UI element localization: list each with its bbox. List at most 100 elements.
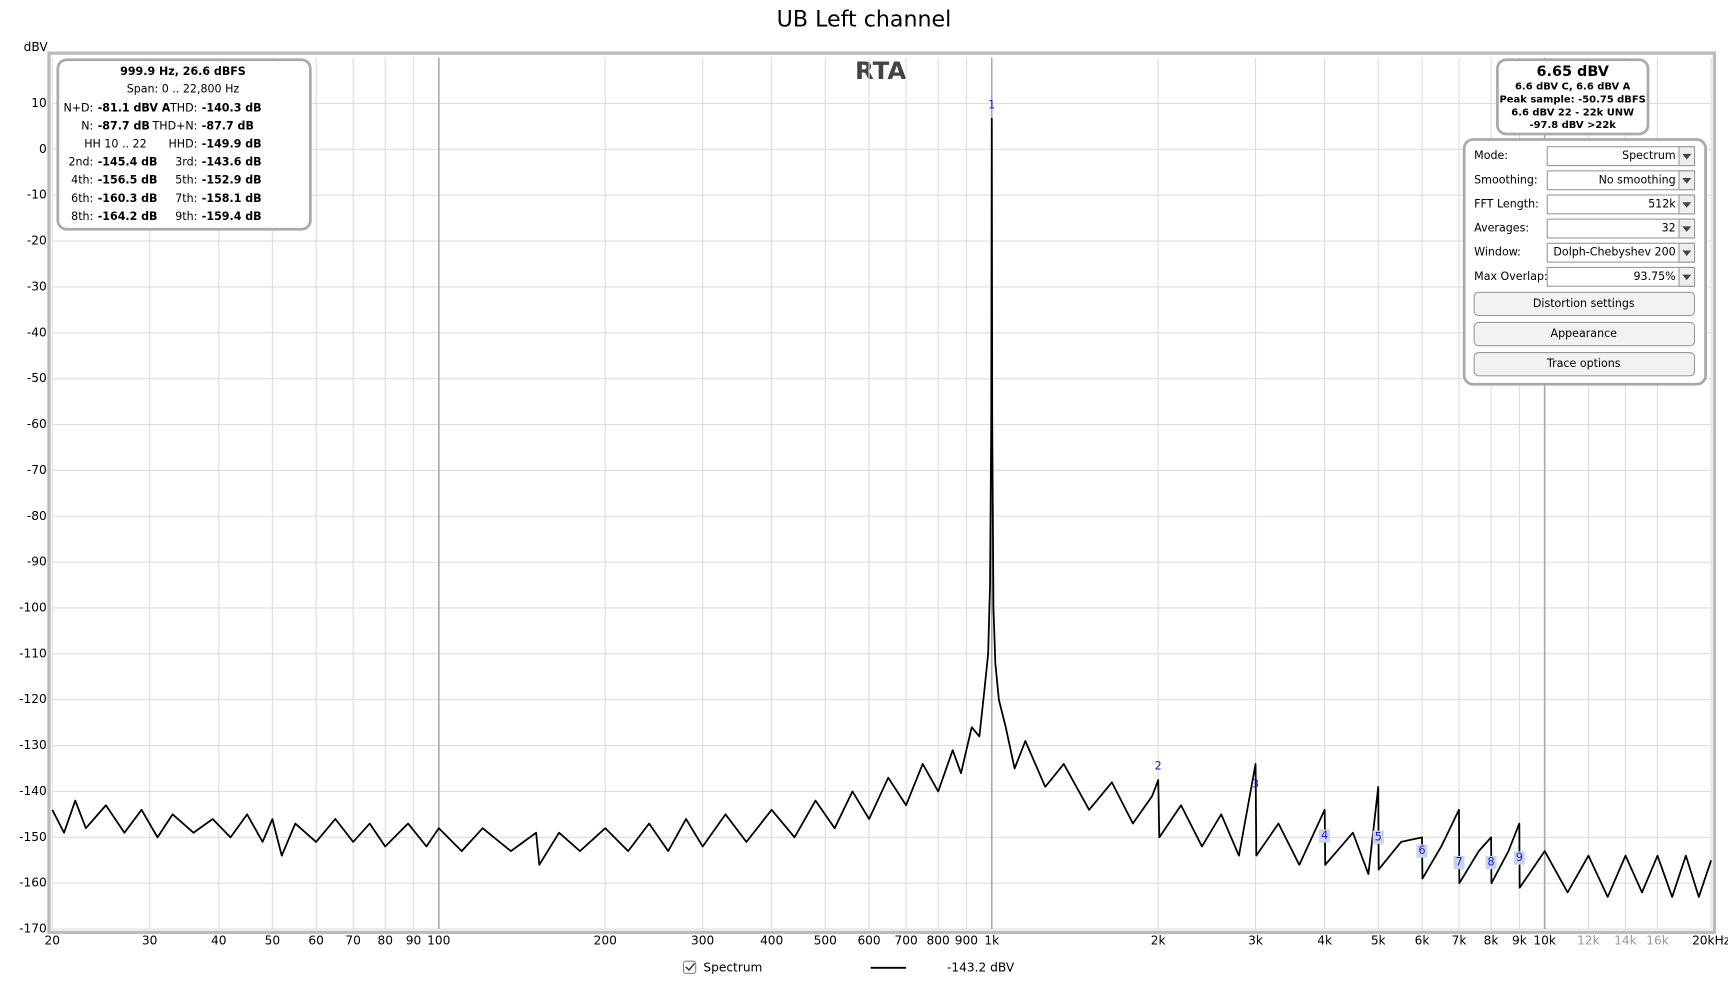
y-tick-label: -170 [19,922,47,936]
plot-frame [47,51,1717,935]
dropdown-arrow [1682,153,1692,160]
dropdown-value: 93.75% [1633,270,1675,283]
panels: Spectrum -143.2 dBV 999.9 Hz, 26.6 dBFS Spa… [56,58,1707,974]
y-tick-label: 0 [39,142,47,156]
x-tick-label: 1k [984,934,1000,948]
info-span: Span: 0 .. 22,800 Hz [127,83,240,96]
y-tick-label: 10 [31,96,46,110]
y-tick-label: -60 [27,417,47,431]
info-value: -158.1 dB [202,192,262,205]
info-value: -87.7 dB [98,120,150,133]
trace-layer: 1 2 3 4 5 6 7 8 9 [51,99,1712,898]
y-tick-label: -120 [19,692,47,706]
dropdown-value: No smoothing [1599,173,1676,186]
harmonic-marker: 7 [1455,856,1462,869]
info-label: HHD: [168,138,197,151]
spectrum-line [51,117,1712,898]
x-tick-label: 50 [265,934,281,948]
harmonic-marker: 5 [1375,830,1382,843]
y-tick-label: -130 [19,738,47,752]
info-label: THD+N: [152,120,198,133]
dropdown-arrow [1682,178,1692,184]
info-value: -143.6 dB [202,156,262,169]
y-tick-label: -50 [27,371,47,385]
info-label: 4th: [71,174,93,187]
info-label: 7th: [175,192,197,205]
info-value: -159.4 dB [202,210,262,223]
marker-box [1485,855,1497,870]
check-mark [685,962,696,972]
button[interactable] [1473,321,1696,347]
level-line: -97.8 dBV >22k [1529,120,1616,131]
info-value: -87.7 dB [202,120,254,133]
y-tick-label: -90 [27,555,47,569]
level-line: 6.6 dBV 22 - 22k UNW [1511,107,1634,118]
info-label: THD: [169,102,197,115]
button[interactable] [1473,352,1696,377]
harmonic-marker: 6 [1418,844,1425,857]
button-label: Appearance [1551,327,1618,340]
y-tick-label: -70 [27,463,47,477]
plot-label: RTA [855,56,906,85]
legend-name: Spectrum [703,960,762,974]
x-tick-label: 30 [142,934,158,948]
info-label: 6th: [71,192,93,205]
x-tick-label: 200 [594,934,617,948]
y-tick-label: -20 [27,234,47,248]
button-label: Trace options [1546,357,1621,370]
dropdown-value: Dolph-Chebyshev 200 [1553,246,1675,259]
x-tick-label: 100 [427,934,450,948]
info-value: -81.1 dBV A [98,102,171,115]
control-label: Mode: [1474,149,1508,162]
legend-checkbox[interactable] [682,960,697,974]
x-tick-label: 80 [377,934,393,948]
info-label: 5th: [175,174,197,187]
info-label: 9th: [175,210,197,223]
x-tick-label: 2k [1151,934,1167,948]
control-label: Max Overlap: [1474,270,1548,283]
info-value: -164.2 dB [98,210,158,223]
panel-box [1496,58,1650,136]
dropdown-arrow [1682,226,1692,232]
info-label: N: [81,120,93,133]
control-label: Averages: [1474,222,1529,235]
harmonic-marker: 8 [1488,856,1495,869]
x-tick-label: 9k [1512,934,1528,948]
control-label: FFT Length: [1474,197,1539,210]
y-tick-label: -160 [19,876,47,890]
x-tick-label: 40 [211,934,227,948]
info-headline: 999.9 Hz, 26.6 dBFS [120,65,246,78]
level-line: 6.6 dBV C, 6.6 dBV A [1515,81,1631,92]
info-label: N+D: [63,102,93,115]
level-line: Peak sample: -50.75 dBFS [1500,94,1646,105]
x-tick-label: 900 [955,934,978,948]
marker-box [1416,844,1428,858]
x-tick-label: 400 [760,934,783,948]
panel-box [56,58,312,231]
x-tick-label: 70 [345,934,360,948]
info-value: -145.4 dB [98,156,158,169]
button[interactable] [1473,291,1696,317]
harmonic-marker: 1 [988,99,995,112]
x-tick-label: 12k [1577,934,1600,948]
x-tick-label: 800 [927,934,950,948]
x-tick-label: 500 [814,934,837,948]
chart-title: UB Left channel [777,6,952,32]
y-tick-label: -110 [19,646,47,660]
x-tick-label: 6k [1415,934,1431,948]
x-tick-label: 90 [406,934,422,948]
control-label: Window: [1474,246,1521,259]
dropdown-value: 32 [1662,222,1676,235]
y-tick-label: -100 [19,600,47,614]
dropdown-value: 512k [1648,197,1676,210]
x-tick-label: 7k [1452,934,1468,948]
x-tick-label: 20 [45,934,61,948]
y-tick-label: -150 [19,830,47,844]
control-label: Smoothing: [1474,173,1538,186]
y-tick-label: -40 [27,325,47,339]
y-unit: dBV [24,40,49,54]
marker-box [1453,855,1465,870]
x-tick-label: 60 [308,934,324,948]
harmonic-marker: 4 [1321,829,1328,842]
info-label: 8th: [71,210,93,223]
